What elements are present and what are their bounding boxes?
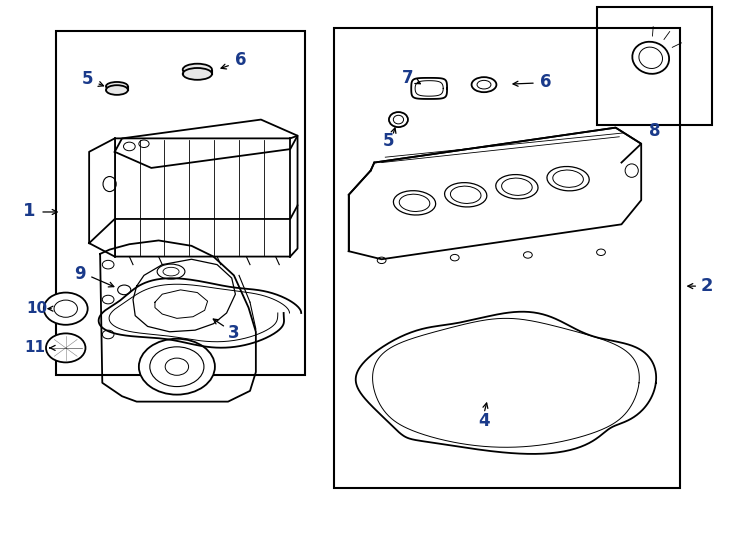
Circle shape (165, 358, 189, 375)
Ellipse shape (399, 194, 430, 212)
Text: 5: 5 (383, 132, 395, 150)
Text: 6: 6 (540, 73, 552, 91)
Circle shape (597, 249, 606, 255)
Circle shape (139, 140, 149, 147)
Ellipse shape (639, 47, 663, 69)
Bar (334, 28, 680, 488)
Text: 9: 9 (75, 265, 86, 283)
Ellipse shape (106, 85, 128, 95)
Circle shape (44, 293, 87, 325)
Ellipse shape (547, 166, 589, 191)
Circle shape (523, 252, 532, 258)
Circle shape (117, 285, 131, 295)
Ellipse shape (451, 186, 481, 204)
Ellipse shape (625, 164, 639, 177)
Ellipse shape (495, 174, 538, 199)
Bar (57, 31, 305, 375)
Ellipse shape (477, 80, 491, 89)
Circle shape (123, 142, 135, 151)
Circle shape (46, 333, 85, 362)
Circle shape (102, 330, 114, 339)
Text: 4: 4 (478, 413, 490, 430)
Circle shape (150, 347, 204, 387)
Text: 10: 10 (26, 301, 47, 316)
Ellipse shape (445, 183, 487, 207)
Circle shape (377, 257, 386, 264)
Circle shape (54, 300, 77, 318)
Text: 11: 11 (24, 340, 46, 355)
Ellipse shape (103, 177, 116, 192)
Ellipse shape (393, 115, 404, 124)
Ellipse shape (632, 42, 669, 74)
Ellipse shape (157, 264, 185, 279)
Circle shape (102, 295, 114, 304)
Circle shape (102, 260, 114, 269)
Ellipse shape (389, 112, 408, 127)
Text: 3: 3 (228, 325, 240, 342)
Circle shape (451, 254, 459, 261)
Bar (597, 7, 712, 125)
Text: 1: 1 (23, 202, 35, 220)
Text: 7: 7 (401, 69, 413, 87)
Ellipse shape (163, 267, 179, 276)
Ellipse shape (501, 178, 532, 195)
Ellipse shape (183, 64, 212, 76)
Ellipse shape (553, 170, 584, 187)
Ellipse shape (106, 82, 128, 91)
Circle shape (139, 339, 215, 395)
Ellipse shape (183, 68, 212, 80)
Text: 8: 8 (649, 123, 660, 140)
Ellipse shape (393, 191, 436, 215)
Ellipse shape (471, 77, 496, 92)
Text: 2: 2 (701, 277, 713, 295)
Text: 6: 6 (236, 51, 247, 70)
Text: 5: 5 (82, 70, 93, 88)
